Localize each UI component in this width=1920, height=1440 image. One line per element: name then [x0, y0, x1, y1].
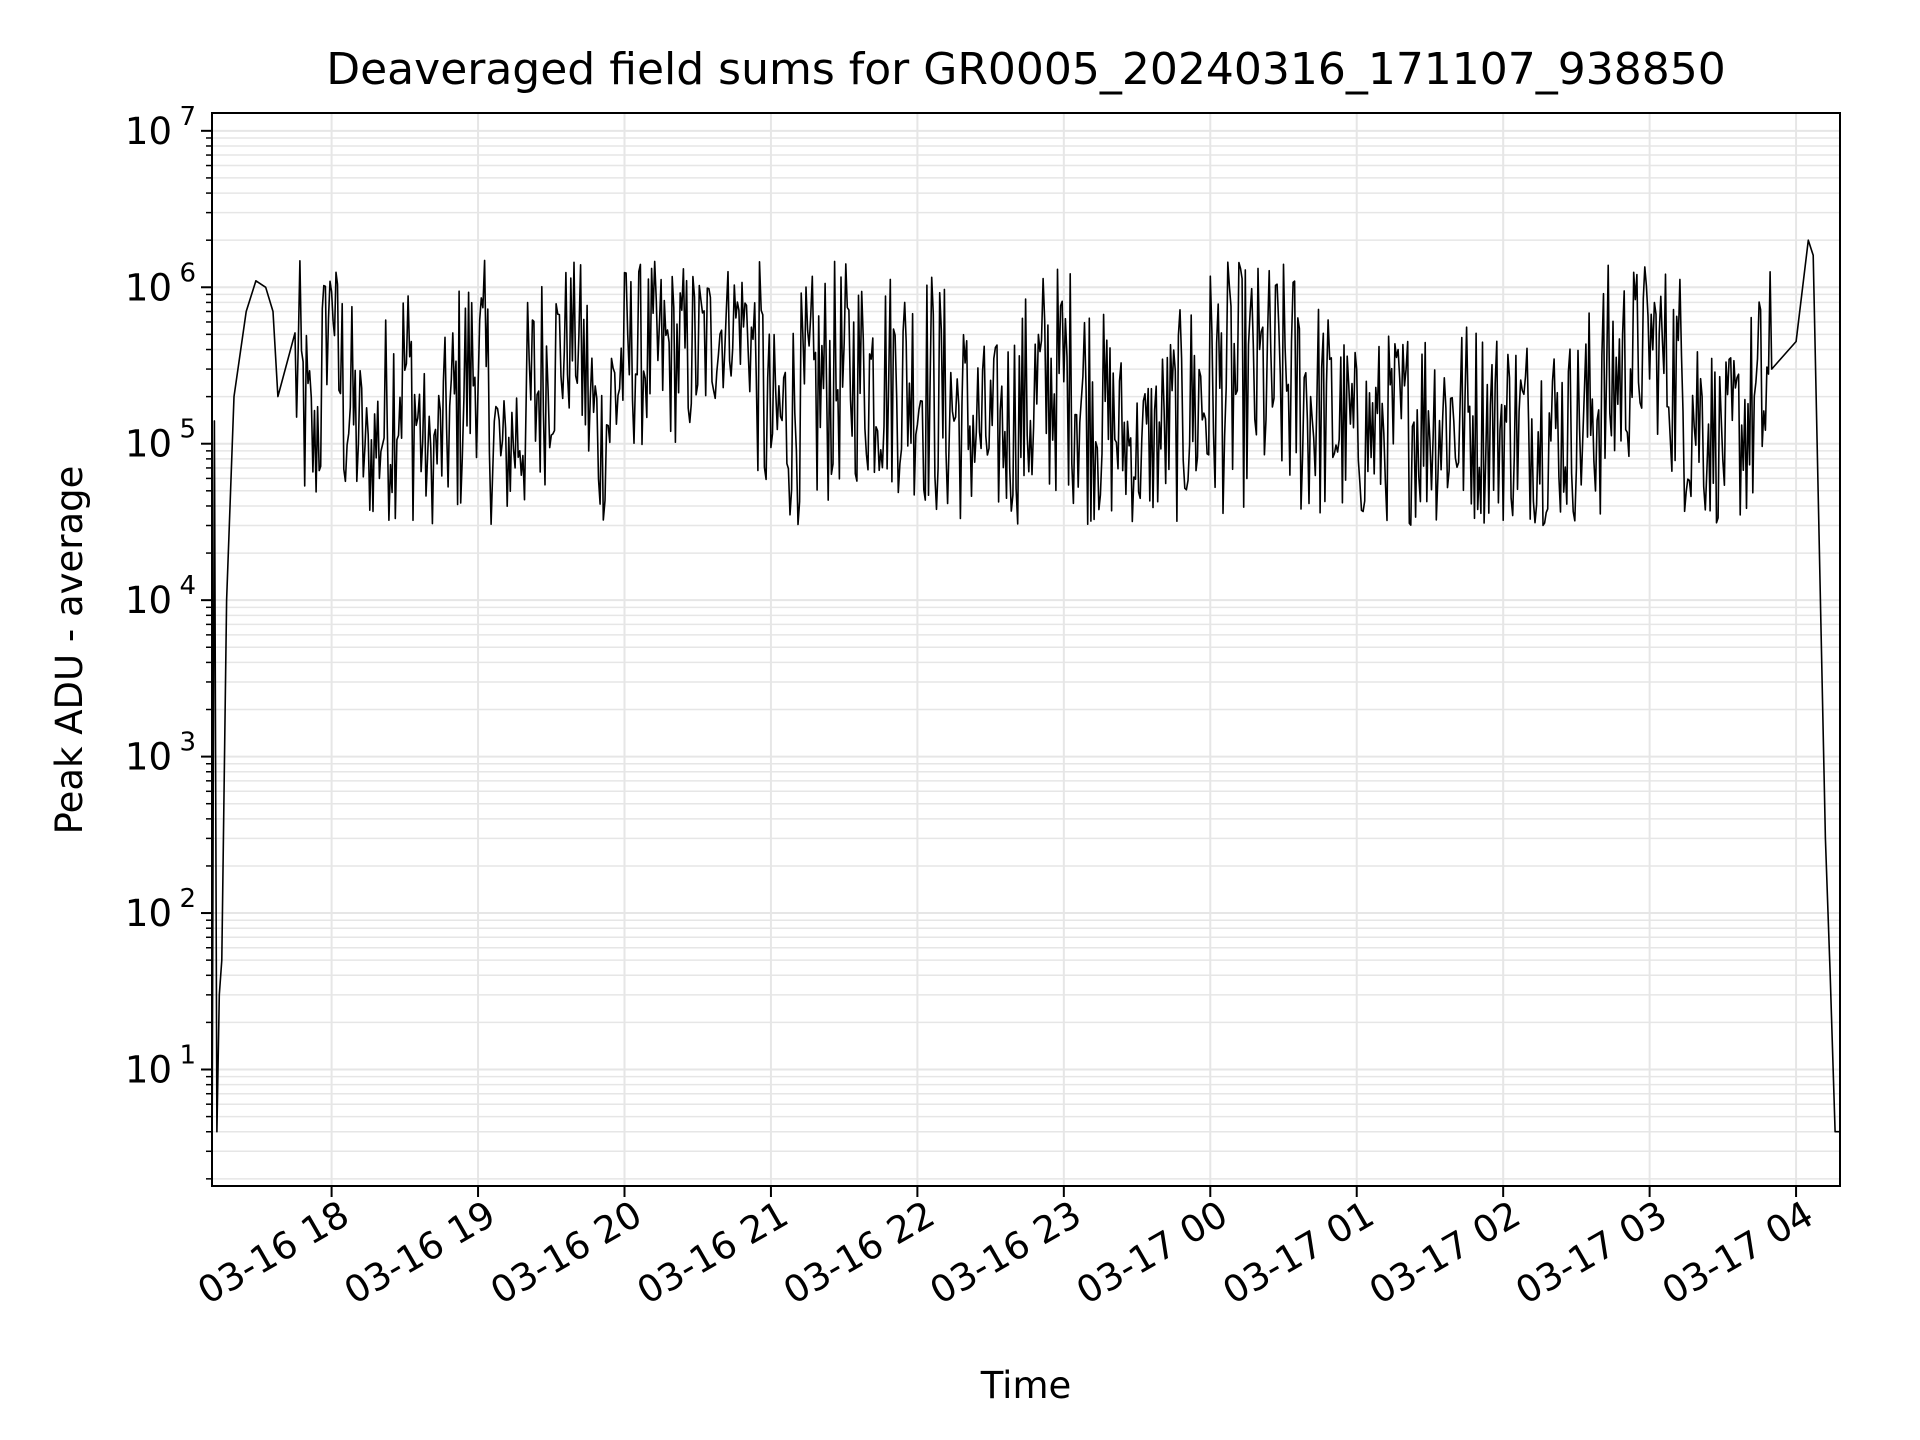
- y-tick-label: 10: [125, 892, 172, 935]
- y-tick-label: 10: [125, 1048, 172, 1091]
- y-tick-exponent: 2: [179, 884, 196, 914]
- y-tick-base: 10: [125, 736, 172, 779]
- y-tick-exponent: 5: [179, 415, 196, 445]
- y-tick-exponent: 1: [179, 1040, 196, 1070]
- y-tick-base: 10: [125, 110, 172, 153]
- chart-title: Deaveraged field sums for GR0005_2024031…: [326, 44, 1726, 95]
- y-tick-label: 10: [125, 736, 172, 779]
- series-line-0: [211, 239, 1840, 1179]
- y-axis-label: Peak ADU - average: [48, 466, 91, 835]
- y-tick-label: 10: [125, 266, 172, 309]
- y-tick-base: 10: [125, 892, 172, 935]
- x-axis-label: Time: [980, 1364, 1072, 1407]
- grid: [212, 113, 1840, 1186]
- y-tick-exponent: 3: [179, 728, 196, 758]
- y-tick-label: 10: [125, 579, 172, 622]
- y-tick-exponent: 6: [179, 258, 196, 288]
- plot-frame: [211, 112, 1841, 1187]
- y-tick-base: 10: [125, 423, 172, 466]
- series-layer: [211, 239, 1840, 1179]
- y-tick-exponent: 7: [179, 102, 196, 132]
- y-tick-label: 10: [125, 423, 172, 466]
- y-tick-base: 10: [125, 1048, 172, 1091]
- y-tick-exponent: 4: [179, 571, 196, 601]
- y-tick-base: 10: [125, 266, 172, 309]
- y-tick-label: 10: [125, 110, 172, 153]
- y-tick-base: 10: [125, 579, 172, 622]
